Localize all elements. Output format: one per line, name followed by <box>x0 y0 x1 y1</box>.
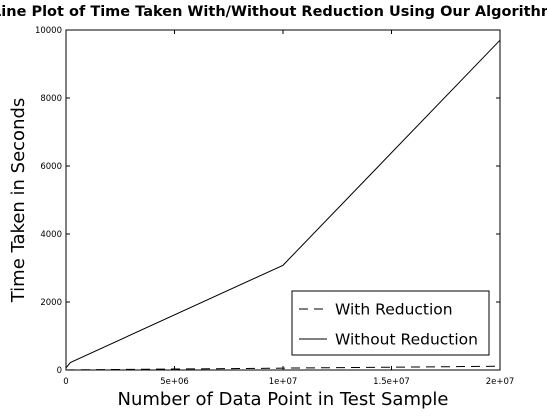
x-tick-label: 2e+07 <box>486 377 515 387</box>
legend-label-without-reduction: Without Reduction <box>335 331 478 349</box>
y-tick-label: 10000 <box>35 26 62 36</box>
y-tick-label: 8000 <box>40 94 62 104</box>
y-tick-label: 0 <box>57 366 62 376</box>
chart-title: Line Plot of Time Taken With/Without Red… <box>0 4 547 20</box>
x-tick-label: 0 <box>63 377 68 387</box>
y-tick-label: 4000 <box>40 230 62 240</box>
series-line-without-reduction <box>65 39 501 369</box>
y-axis-label: Time Taken in Seconds <box>8 98 29 304</box>
legend-box <box>291 290 490 356</box>
x-tick-label: 1.5e+07 <box>373 377 410 387</box>
legend-entry-with-reduction: With Reduction <box>299 301 453 319</box>
series-line-with-reduction <box>65 365 501 371</box>
x-tick-label: 5e+06 <box>160 377 189 387</box>
x-axis-label: Number of Data Point in Test Sample <box>117 389 448 410</box>
legend-label-with-reduction: With Reduction <box>335 301 453 319</box>
x-tick-label: 1e+07 <box>269 377 298 387</box>
legend: With Reduction Without Reduction <box>291 290 490 356</box>
y-tick-label: 2000 <box>40 298 62 308</box>
legend-entry-without-reduction: Without Reduction <box>299 331 478 349</box>
x-axis-ticks: 0 5e+06 1e+07 1.5e+07 2e+07 <box>63 30 514 387</box>
series-layer <box>65 39 501 371</box>
y-tick-label: 6000 <box>40 162 62 172</box>
